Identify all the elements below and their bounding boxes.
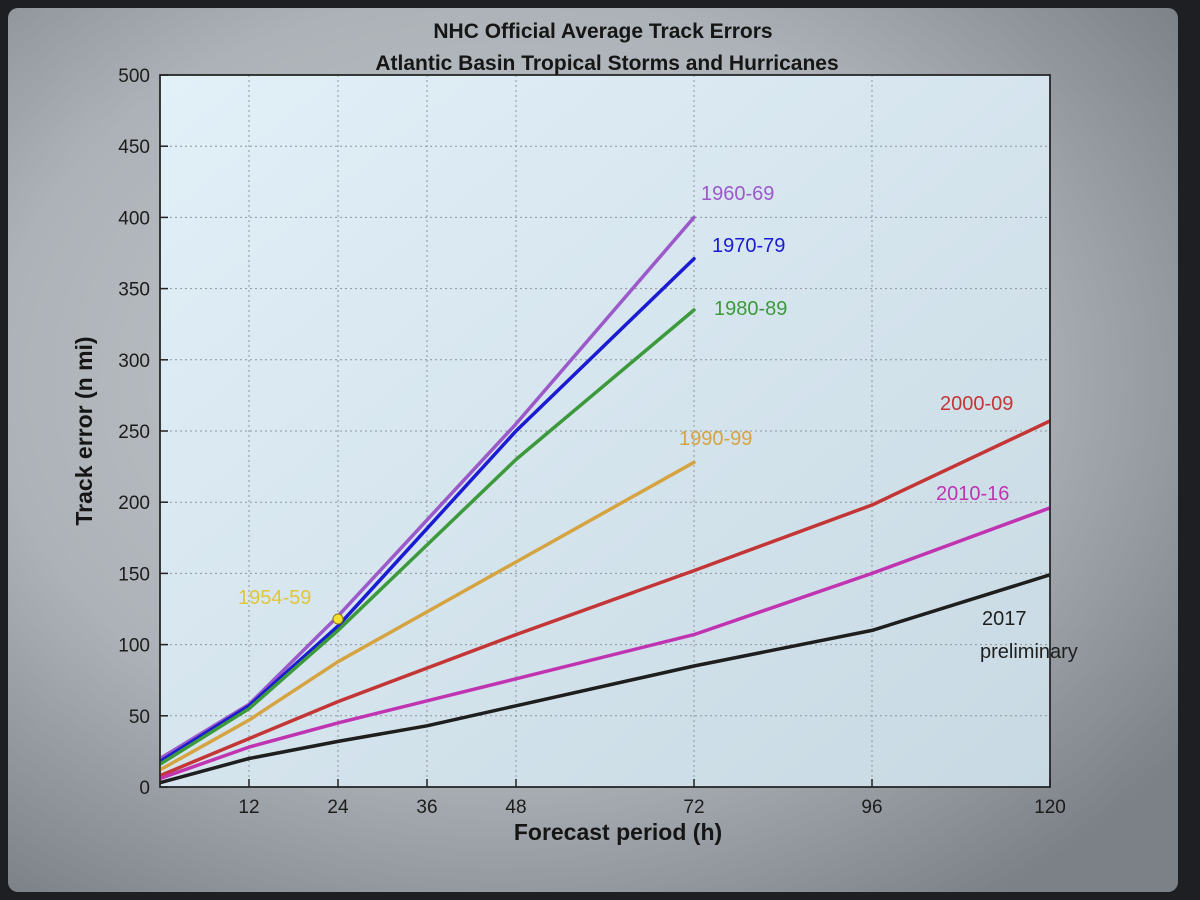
y-tick-label-50: 50 xyxy=(129,707,150,728)
series-line-2000-09 xyxy=(160,419,1050,778)
y-tick-label-400: 400 xyxy=(118,208,150,229)
series-line-2017-preliminary xyxy=(160,573,1050,785)
y-tick-label-150: 150 xyxy=(118,564,150,585)
y-tick-label-300: 300 xyxy=(118,351,150,372)
series-label-2017-preliminary: 2017 preliminary xyxy=(980,608,1078,663)
gridlines xyxy=(160,75,1051,787)
series-labels: 1960-69 1970-79 1980-89 1990-99 2000-09 … xyxy=(679,183,1078,663)
x-tick-label-24: 24 xyxy=(327,797,349,818)
series-label-1990-99: 1990-99 xyxy=(679,428,752,450)
axis-ticks: 12 24 36 48 72 96 120 0 50 100 150 200 250 300 350 400 4… xyxy=(118,66,1066,818)
annotation-1954-59: 1954-59 xyxy=(238,587,344,625)
x-tick-label-96: 96 xyxy=(861,797,882,818)
y-tick-label-350: 350 xyxy=(118,280,150,301)
series-line-1970-79 xyxy=(160,256,696,764)
y-tick-label-100: 100 xyxy=(118,636,150,657)
series-label-2010-16: 2010-16 xyxy=(936,483,1009,505)
x-tick-label-72: 72 xyxy=(683,797,704,818)
annotation-1954-59-point xyxy=(332,613,344,625)
x-tick-label-120: 120 xyxy=(1034,797,1066,818)
x-tick-label-12: 12 xyxy=(238,797,259,818)
y-tick-label-200: 200 xyxy=(118,493,150,514)
series-label-1970-79: 1970-79 xyxy=(712,235,785,257)
series-line-1990-99 xyxy=(160,460,696,772)
y-tick-label-450: 450 xyxy=(118,137,150,158)
y-tick-label-0: 0 xyxy=(139,778,150,799)
y-tick-label-500: 500 xyxy=(118,66,150,87)
series-label-1980-89: 1980-89 xyxy=(714,298,787,320)
y-tick-label-250: 250 xyxy=(118,422,150,443)
x-tick-label-48: 48 xyxy=(505,797,526,818)
x-axis-label: Forecast period (h) xyxy=(514,819,722,845)
y-axis-label: Track error (n mi) xyxy=(71,336,97,525)
series-label-2000-09: 2000-09 xyxy=(940,393,1013,415)
series-line-1980-89 xyxy=(160,308,696,766)
x-tick-label-36: 36 xyxy=(416,797,437,818)
series-line-2010-16 xyxy=(160,506,1050,781)
series-label-1960-69: 1960-69 xyxy=(701,183,774,205)
chart-title: NHC Official Average Track Errors xyxy=(433,20,772,43)
annotation-1954-59-label: 1954-59 xyxy=(238,587,311,609)
chart-subtitle: Atlantic Basin Tropical Storms and Hurri… xyxy=(375,52,838,75)
